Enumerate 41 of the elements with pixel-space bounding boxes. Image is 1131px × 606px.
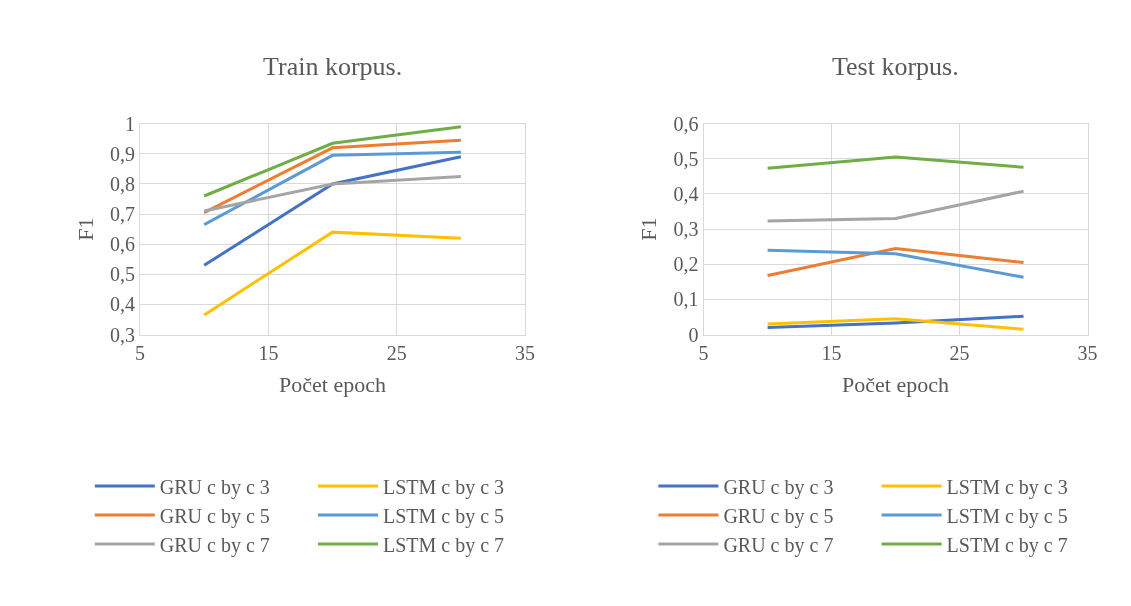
x-tick-label: 5 — [135, 341, 146, 364]
legend-label: GRU c by c 7 — [159, 533, 270, 557]
legend-label: GRU c by c 3 — [159, 475, 270, 499]
x-tick-label: 25 — [949, 341, 970, 364]
chart-title: Train korpus. — [263, 52, 403, 81]
legend-label: LSTM c by c 7 — [383, 533, 505, 557]
legend-label: GRU c by c 7 — [723, 533, 834, 557]
y-tick-label: 0,9 — [110, 142, 136, 165]
y-tick-label: 1 — [125, 112, 136, 135]
y-tick-label: 0,7 — [110, 203, 136, 226]
y-tick-label: 0,3 — [110, 323, 136, 346]
legend-label: GRU c by c 5 — [723, 504, 834, 528]
x-tick-label: 25 — [386, 341, 407, 364]
y-tick-label: 0,8 — [110, 172, 136, 195]
y-tick-label: 0,5 — [673, 147, 699, 170]
x-tick-label: 5 — [698, 341, 709, 364]
y-tick-label: 0,1 — [673, 288, 699, 311]
y-tick-label: 0,4 — [673, 182, 699, 205]
y-tick-label: 0,4 — [110, 293, 136, 316]
x-tick-label: 15 — [258, 341, 279, 364]
x-axis-title: Počet epoch — [279, 372, 386, 398]
legend-label: GRU c by c 5 — [159, 504, 270, 528]
legend-label: LSTM c by c 5 — [946, 504, 1068, 528]
legend-label: LSTM c by c 3 — [383, 475, 505, 499]
legend-label: LSTM c by c 7 — [946, 533, 1068, 557]
legend-label: LSTM c by c 5 — [383, 504, 505, 528]
y-tick-label: 0,3 — [673, 218, 699, 241]
x-axis-title: Počet epoch — [842, 372, 950, 398]
y-tick-label: 0,2 — [673, 253, 699, 276]
y-tick-label: 0,6 — [673, 112, 699, 135]
y-tick-label: 0,6 — [110, 233, 136, 256]
chart-title: Test korpus. — [832, 52, 959, 81]
x-tick-label: 35 — [1077, 341, 1098, 364]
y-axis-title: F1 — [636, 217, 662, 241]
legend-label: LSTM c by c 3 — [946, 475, 1068, 499]
y-tick-label: 0,5 — [110, 263, 136, 286]
legend-label: GRU c by c 3 — [723, 475, 834, 499]
y-tick-label: 0 — [688, 323, 699, 346]
x-tick-label: 15 — [821, 341, 842, 364]
y-axis-title: F1 — [72, 217, 98, 241]
x-tick-label: 35 — [515, 341, 536, 364]
